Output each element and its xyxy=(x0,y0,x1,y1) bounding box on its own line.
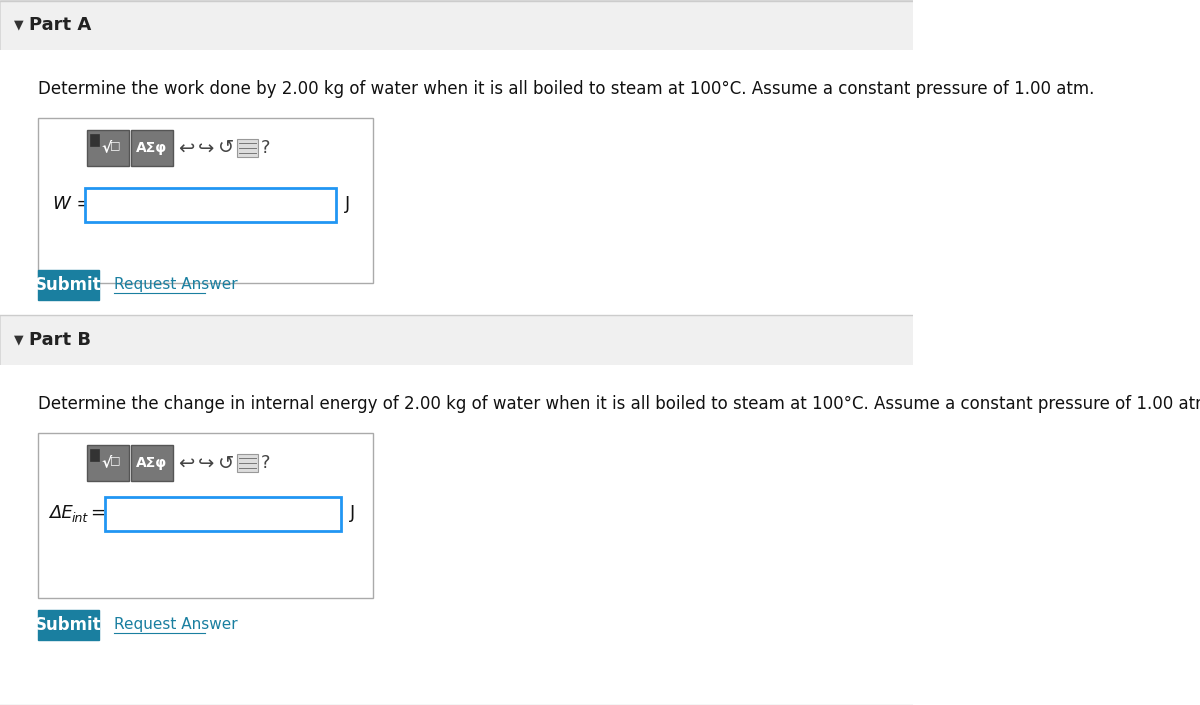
Text: J: J xyxy=(346,195,350,213)
FancyBboxPatch shape xyxy=(0,50,913,315)
Text: =: = xyxy=(90,504,104,522)
FancyBboxPatch shape xyxy=(0,365,913,655)
FancyBboxPatch shape xyxy=(131,445,173,481)
FancyBboxPatch shape xyxy=(38,118,373,283)
Text: ?: ? xyxy=(260,139,270,157)
Text: Request Answer: Request Answer xyxy=(114,618,238,632)
FancyBboxPatch shape xyxy=(0,315,913,365)
Text: ↺: ↺ xyxy=(217,138,234,157)
FancyBboxPatch shape xyxy=(90,449,98,461)
Text: □: □ xyxy=(110,455,121,465)
Text: ▼: ▼ xyxy=(13,18,23,32)
FancyBboxPatch shape xyxy=(85,188,336,222)
Text: Request Answer: Request Answer xyxy=(114,278,238,293)
Text: Part B: Part B xyxy=(29,331,91,349)
Text: Determine the change in internal energy of 2.00 kg of water when it is all boile: Determine the change in internal energy … xyxy=(38,395,1200,413)
Text: Submit: Submit xyxy=(35,616,102,634)
Text: Part A: Part A xyxy=(29,16,91,34)
FancyBboxPatch shape xyxy=(104,497,341,531)
Text: AΣφ: AΣφ xyxy=(136,141,167,155)
FancyBboxPatch shape xyxy=(0,0,913,50)
Text: ▼: ▼ xyxy=(13,333,23,346)
Text: W =: W = xyxy=(53,195,92,213)
FancyBboxPatch shape xyxy=(38,270,98,300)
Text: int: int xyxy=(72,513,88,525)
Text: ΔE: ΔE xyxy=(49,504,73,522)
Text: √: √ xyxy=(101,140,112,156)
FancyBboxPatch shape xyxy=(88,445,130,481)
Text: √: √ xyxy=(101,455,112,470)
Text: ↪: ↪ xyxy=(198,453,215,472)
Text: ↪: ↪ xyxy=(198,138,215,157)
Text: Determine the work done by 2.00 kg of water when it is all boiled to steam at 10: Determine the work done by 2.00 kg of wa… xyxy=(38,80,1094,98)
FancyBboxPatch shape xyxy=(131,130,173,166)
FancyBboxPatch shape xyxy=(38,610,98,640)
Text: ↩: ↩ xyxy=(178,453,194,472)
FancyBboxPatch shape xyxy=(88,130,130,166)
FancyBboxPatch shape xyxy=(90,134,98,146)
Text: J: J xyxy=(350,504,355,522)
Text: □: □ xyxy=(110,140,121,150)
FancyBboxPatch shape xyxy=(236,139,258,157)
Text: ?: ? xyxy=(260,454,270,472)
FancyBboxPatch shape xyxy=(236,454,258,472)
Text: AΣφ: AΣφ xyxy=(136,456,167,470)
Text: ↩: ↩ xyxy=(178,138,194,157)
FancyBboxPatch shape xyxy=(38,433,373,598)
Text: ↺: ↺ xyxy=(217,453,234,472)
Text: Submit: Submit xyxy=(35,276,102,294)
